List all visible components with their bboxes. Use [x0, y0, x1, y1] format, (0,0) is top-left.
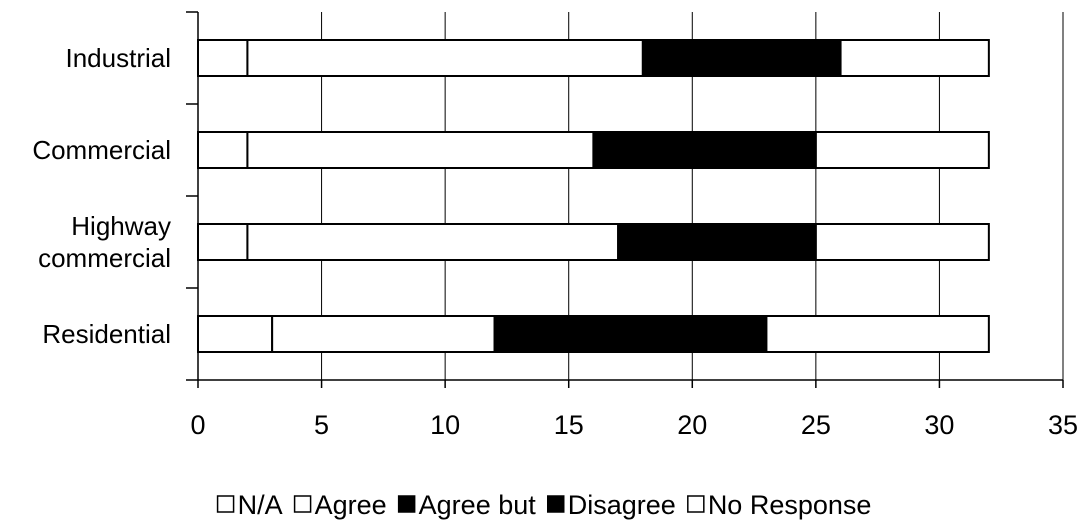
- x-tick-label: 5: [314, 410, 329, 440]
- bar-segment: [197, 315, 274, 353]
- category-label: Industrial: [66, 43, 172, 73]
- x-tick-label: 25: [801, 410, 831, 440]
- bar-segment: [493, 315, 768, 353]
- bar-segment: [765, 315, 990, 353]
- category-label: Commercial: [32, 135, 171, 165]
- x-tick-label: 20: [677, 410, 707, 440]
- legend-swatch: [293, 495, 312, 513]
- bar-segment: [271, 315, 496, 353]
- bar-segment: [246, 223, 620, 261]
- bar-segment: [814, 131, 990, 169]
- bar-segment: [592, 131, 817, 169]
- bar-segment: [197, 223, 249, 261]
- x-tick-label: 35: [1048, 410, 1078, 440]
- legend-label: Agree: [315, 490, 387, 520]
- x-tick-label: 0: [190, 410, 205, 440]
- x-tick-label: 30: [924, 410, 954, 440]
- category-label: commercial: [38, 243, 171, 273]
- legend-swatch: [216, 495, 235, 513]
- legend-label: No Response: [708, 490, 872, 520]
- legend-label: Disagree: [568, 490, 676, 520]
- legend-swatch: [687, 495, 705, 513]
- bar-segment: [197, 39, 249, 77]
- legend-swatch: [547, 495, 565, 513]
- category-label: Residential: [42, 319, 171, 349]
- legend: N/A Agree Agree but Disagree No Response: [216, 490, 872, 520]
- legend-swatch: [397, 495, 416, 513]
- x-tick-labels: 0 5 10 15 20 25 30 35: [190, 410, 1078, 440]
- bars: [197, 39, 990, 353]
- bar-segment: [246, 131, 595, 169]
- legend-label: N/A: [238, 490, 283, 520]
- bar-segment: [246, 39, 644, 77]
- legend-label: Agree but: [419, 490, 537, 520]
- bar-segment: [197, 131, 249, 169]
- x-tick-label: 15: [554, 410, 584, 440]
- bar-segment: [814, 223, 990, 261]
- x-tick-label: 10: [430, 410, 460, 440]
- bar-segment: [839, 39, 990, 77]
- bar-segment: [641, 39, 842, 77]
- category-label: Highway: [71, 211, 171, 241]
- bar-segment: [617, 223, 817, 261]
